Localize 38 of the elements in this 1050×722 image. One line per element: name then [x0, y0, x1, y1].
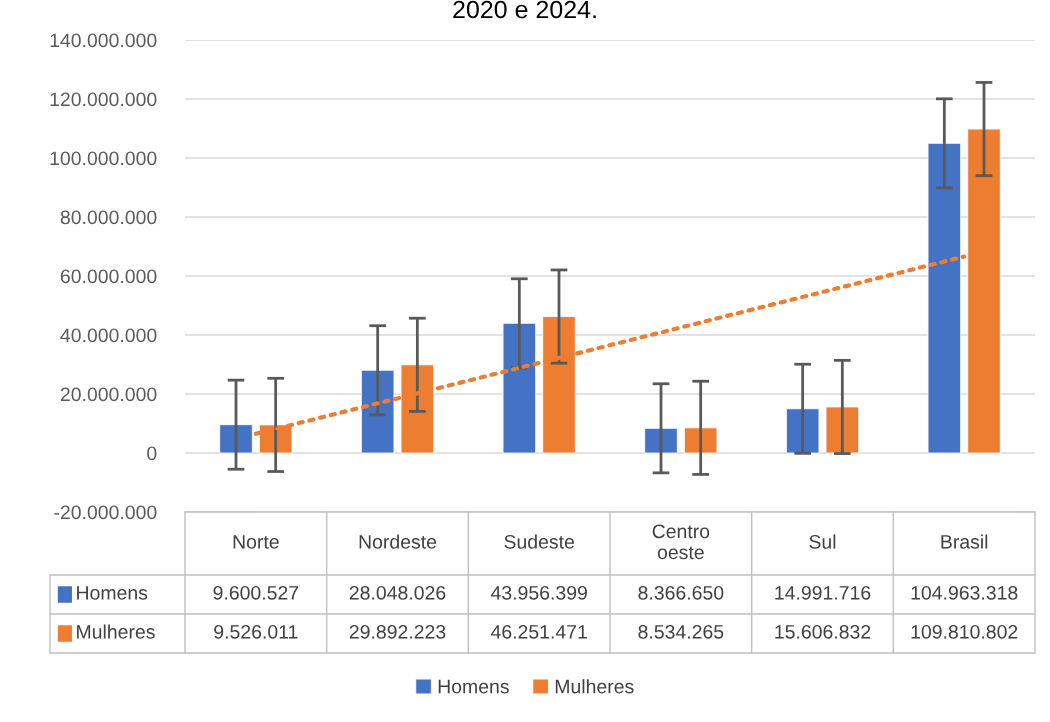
data-label: 29.892.223	[349, 624, 446, 639]
y-tick-label: 80.000.000	[60, 210, 157, 225]
y-tick-label: -20.000.000	[54, 505, 157, 520]
data-label: 9.526.011	[214, 624, 298, 639]
x-tick-label: Centro oeste	[652, 524, 710, 560]
y-tick-label: 20.000.000	[60, 387, 157, 402]
text: Homens	[438, 679, 509, 694]
data-label: 8.534.265	[638, 624, 724, 639]
text: Mulheres	[555, 679, 634, 694]
data-label: 104.963.318	[911, 585, 1018, 600]
data-label: 46.251.471	[490, 624, 587, 639]
x-tick-label: Norte	[233, 535, 279, 549]
data-label: 14.991.716	[775, 585, 871, 600]
y-tick-label: 120.000.000	[50, 92, 157, 107]
x-tick-label: Sudeste	[504, 534, 574, 549]
y-tick-label: 60.000.000	[60, 269, 157, 284]
data-label: 8.366.650	[638, 585, 724, 600]
y-tick-label: 140.000.000	[50, 33, 157, 48]
bar	[927, 142, 962, 454]
y-tick-label: 0	[147, 446, 157, 461]
data-label: 43.956.399	[490, 585, 587, 600]
chart-title: 2020 e 2024.	[453, 0, 596, 19]
x-tick-label: Sul	[809, 534, 836, 549]
data-label: 15.606.832	[775, 624, 871, 639]
bar	[502, 322, 537, 454]
y-tick-label: 40.000.000	[60, 328, 157, 343]
data-label: 9.600.527	[213, 585, 299, 600]
y-tick-label: 100.000.000	[50, 151, 157, 166]
legend-label: Mulheres	[77, 624, 155, 639]
bar	[644, 427, 678, 454]
x-tick-label: Brasil	[941, 534, 988, 549]
legend-label: Homens	[77, 586, 148, 600]
data-label: 28.048.026	[349, 585, 446, 600]
bar	[219, 424, 253, 454]
x-tick-label: Nordeste	[359, 534, 437, 549]
bar	[360, 369, 395, 454]
bar	[683, 427, 718, 454]
data-label: 109.810.802	[911, 624, 1018, 639]
